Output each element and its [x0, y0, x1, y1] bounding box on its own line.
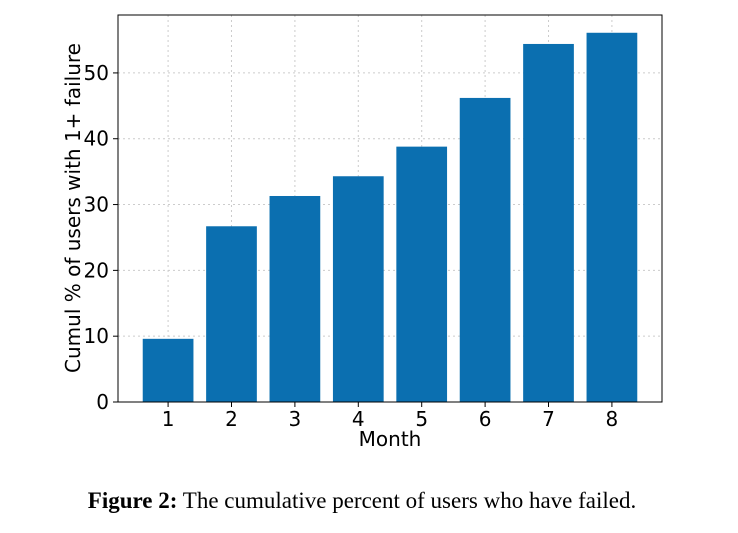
- x-tick-label: 5: [415, 407, 428, 431]
- x-tick-label: 6: [479, 407, 492, 431]
- x-tick-label: 4: [352, 407, 365, 431]
- bar: [586, 32, 638, 402]
- plot-frame: [117, 14, 663, 403]
- caption-label: Figure 2:: [88, 488, 178, 513]
- x-tick-label: 8: [606, 407, 619, 431]
- y-tick-label: 0: [96, 390, 109, 414]
- x-tick-label: 7: [542, 407, 555, 431]
- bar: [523, 43, 574, 403]
- bar: [269, 195, 321, 402]
- caption: Figure 2: The cumulative percent of user…: [88, 488, 636, 513]
- bar: [396, 146, 448, 402]
- y-tick-label: 50: [84, 61, 109, 85]
- y-tick-label: 30: [84, 193, 109, 217]
- x-axis-label: Month: [359, 427, 422, 451]
- y-tick-label: 10: [84, 324, 109, 348]
- x-tick-label: 1: [162, 407, 175, 431]
- bar: [332, 176, 384, 402]
- y-axis-label: Cumul % of users with 1+ failure: [61, 43, 85, 373]
- caption-text: The cumulative percent of users who have…: [183, 488, 636, 513]
- x-tick-label: 3: [289, 407, 302, 431]
- bar: [459, 97, 511, 402]
- bar: [206, 226, 257, 402]
- y-tick-label: 40: [84, 127, 109, 151]
- bar: [142, 338, 194, 402]
- x-tick-label: 2: [225, 407, 238, 431]
- y-tick-label: 20: [84, 258, 109, 282]
